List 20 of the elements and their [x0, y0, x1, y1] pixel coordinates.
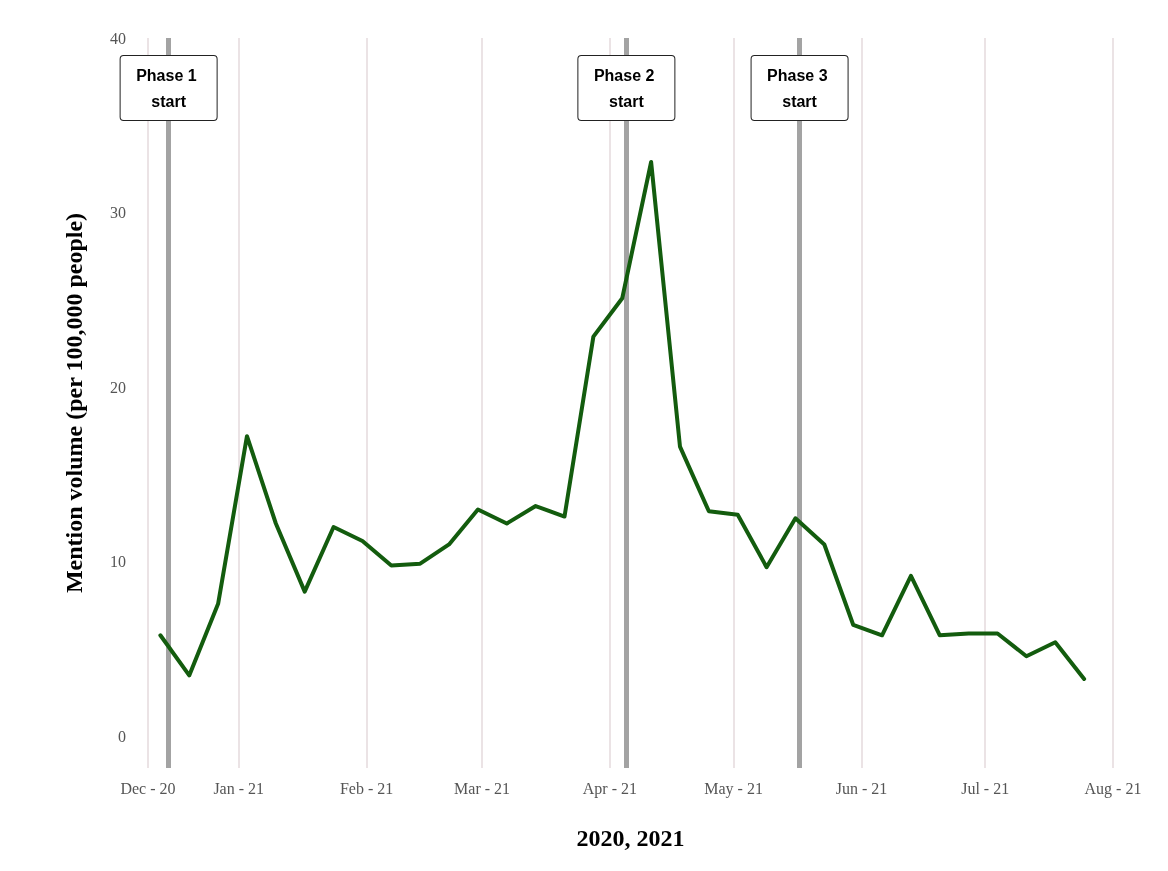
- y-tick-label: 30: [110, 204, 126, 222]
- y-tick-label: 20: [110, 378, 126, 396]
- x-tick-label: Jun - 21: [835, 779, 888, 797]
- y-tick-label: 0: [118, 728, 126, 746]
- x-tick-label: Jul - 21: [961, 779, 1010, 797]
- y-tick-label: 10: [110, 553, 126, 571]
- ref-line-label: Phase 3 start: [767, 66, 833, 110]
- ref-line-label: Phase 1 start: [136, 66, 202, 110]
- x-tick-label: Aug - 21: [1084, 779, 1142, 798]
- x-tick-label: Apr - 21: [582, 779, 637, 798]
- x-tick-label: Feb - 21: [339, 779, 394, 797]
- x-axis-title: 2020, 2021: [576, 825, 685, 851]
- ref-line-label: Phase 2 start: [593, 66, 659, 110]
- x-tick-label: Mar - 21: [454, 779, 511, 797]
- x-tick-label: May - 21: [704, 779, 763, 798]
- y-tick-label: 40: [110, 29, 126, 47]
- line-series: [158, 160, 1087, 681]
- y-axis-title: Mention volume (per 100,000 people): [61, 212, 87, 594]
- x-tick-label: Dec - 20: [120, 779, 176, 797]
- x-tick-label: Jan - 21: [213, 779, 265, 797]
